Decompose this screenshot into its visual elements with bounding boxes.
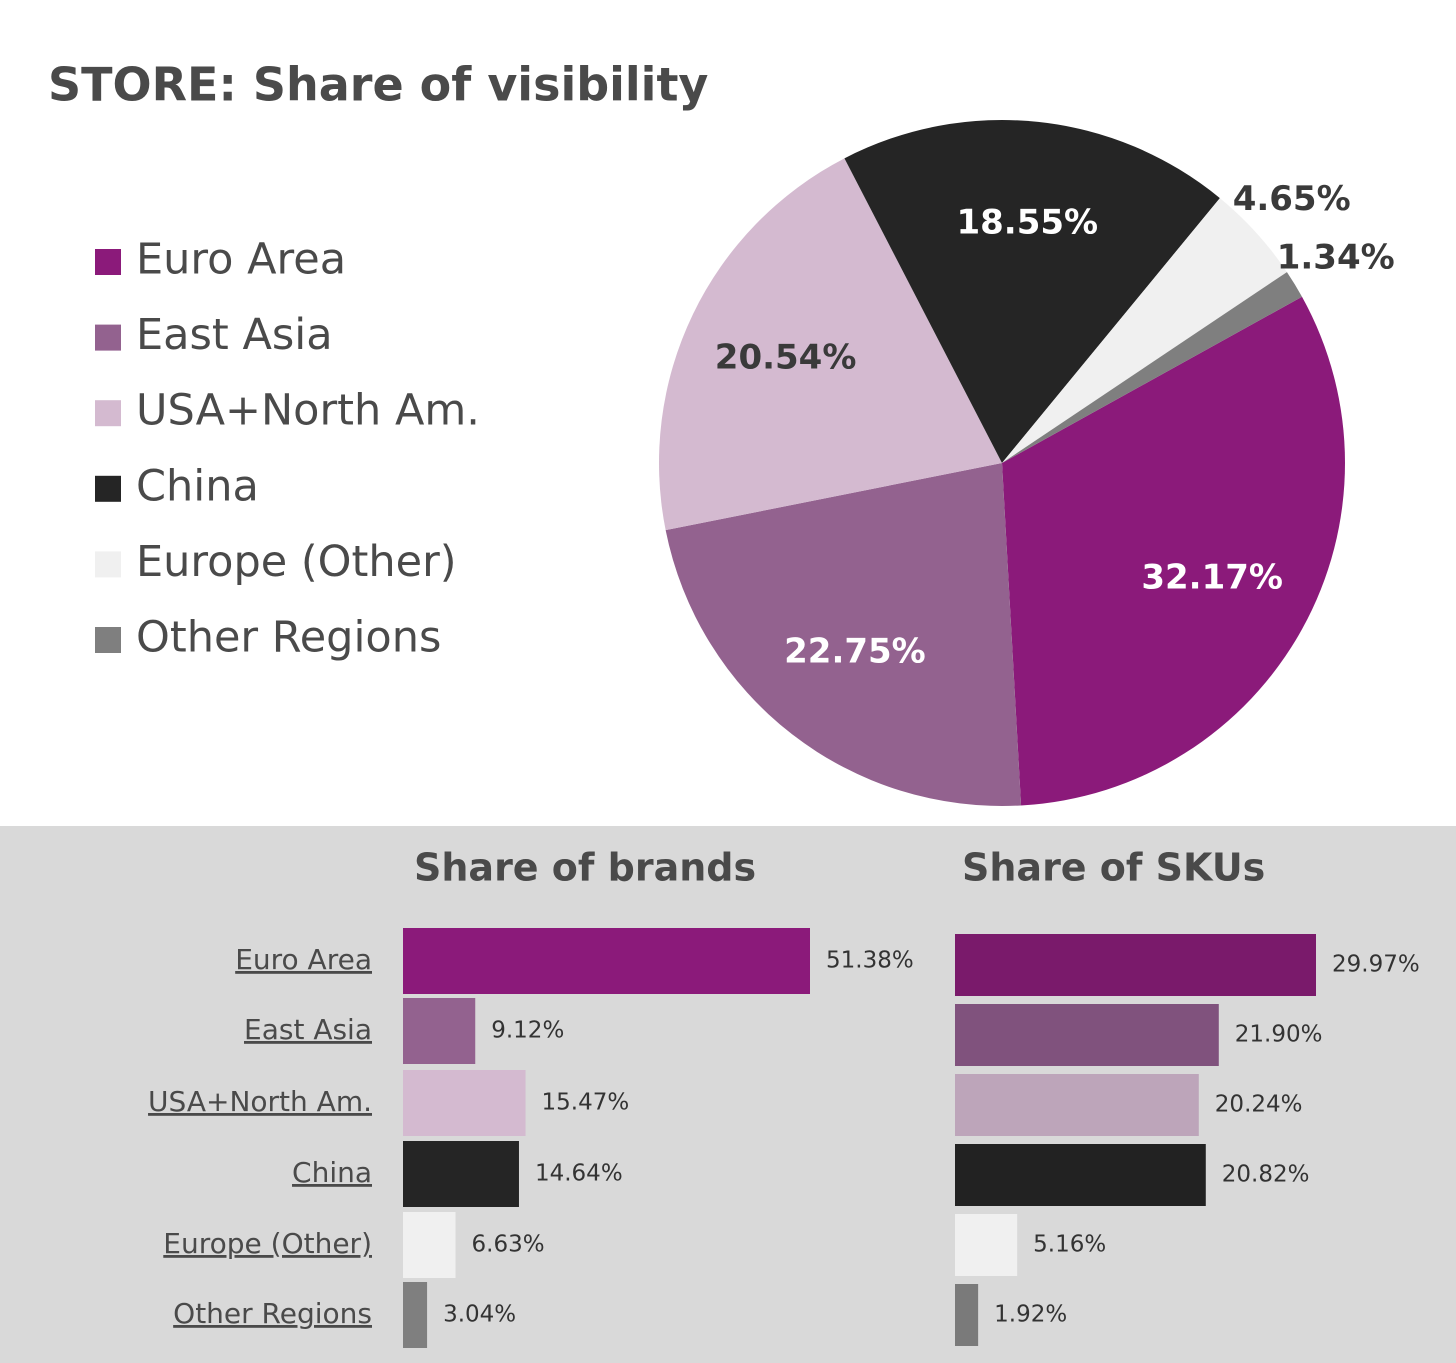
- bar: [403, 998, 476, 1064]
- legend-label: USA+North Am.: [136, 386, 480, 436]
- bar-value-label: 15.47%: [542, 1090, 630, 1116]
- slice-label: 32.17%: [1141, 558, 1283, 598]
- legend-label: Other Regions: [136, 613, 441, 663]
- bar: [955, 934, 1316, 996]
- category-link[interactable]: Other Regions: [173, 1297, 372, 1330]
- bar-value-label: 5.16%: [1033, 1232, 1106, 1258]
- chart-title: STORE: Share of visibility: [48, 58, 708, 112]
- pie-slice: [1002, 296, 1345, 806]
- pie-slice: [1002, 198, 1287, 463]
- category-link[interactable]: USA+North Am.: [148, 1085, 372, 1118]
- legend-swatch: [95, 249, 121, 275]
- bar-value-label: 51.38%: [826, 948, 914, 974]
- bar-value-label: 3.04%: [443, 1302, 516, 1328]
- pie-slice: [844, 120, 1220, 463]
- legend-label: Euro Area: [136, 235, 346, 285]
- legend-swatch: [95, 475, 121, 502]
- chart-title: Share of SKUs: [962, 846, 1265, 890]
- legend-swatch: [95, 324, 121, 351]
- bar: [955, 1214, 1018, 1276]
- category-link[interactable]: Europe (Other): [163, 1227, 372, 1260]
- slice-label: 18.55%: [956, 203, 1098, 243]
- legend-swatch: [95, 551, 121, 578]
- bar-value-label: 20.82%: [1222, 1162, 1310, 1188]
- bar: [403, 1282, 428, 1348]
- bar-value-label: 29.97%: [1332, 952, 1420, 978]
- bar: [955, 1004, 1219, 1066]
- slice-label: 1.34%: [1277, 238, 1395, 278]
- slice-label: 4.65%: [1233, 179, 1351, 219]
- bar-value-label: 1.92%: [994, 1302, 1067, 1328]
- category-link[interactable]: Euro Area: [235, 943, 372, 976]
- chart-title: Share of brands: [414, 846, 756, 890]
- legend-swatch: [95, 627, 121, 653]
- bar: [955, 1284, 979, 1346]
- pie-slice: [659, 158, 1002, 531]
- category-link[interactable]: East Asia: [244, 1013, 372, 1046]
- legend-swatch: [95, 400, 121, 427]
- bar: [403, 1070, 526, 1136]
- bar: [403, 1141, 519, 1207]
- legend-label: China: [136, 461, 259, 511]
- bar: [955, 1144, 1206, 1206]
- bar-value-label: 9.12%: [491, 1018, 564, 1044]
- legend-label: Europe (Other): [136, 537, 457, 587]
- slice-label: 22.75%: [784, 631, 926, 671]
- bar-value-label: 14.64%: [535, 1161, 623, 1187]
- pie-slice: [1002, 272, 1302, 463]
- category-link[interactable]: China: [292, 1156, 372, 1189]
- bar: [955, 1074, 1199, 1136]
- bar-value-label: 20.24%: [1215, 1092, 1303, 1118]
- legend-label: East Asia: [136, 310, 333, 360]
- bar-value-label: 6.63%: [472, 1232, 545, 1258]
- bar: [403, 1212, 456, 1278]
- bar: [403, 928, 810, 994]
- pie-slice: [665, 463, 1022, 806]
- bar-panel-background: [0, 826, 1456, 1363]
- slice-label: 20.54%: [715, 337, 857, 377]
- bar-value-label: 21.90%: [1235, 1022, 1323, 1048]
